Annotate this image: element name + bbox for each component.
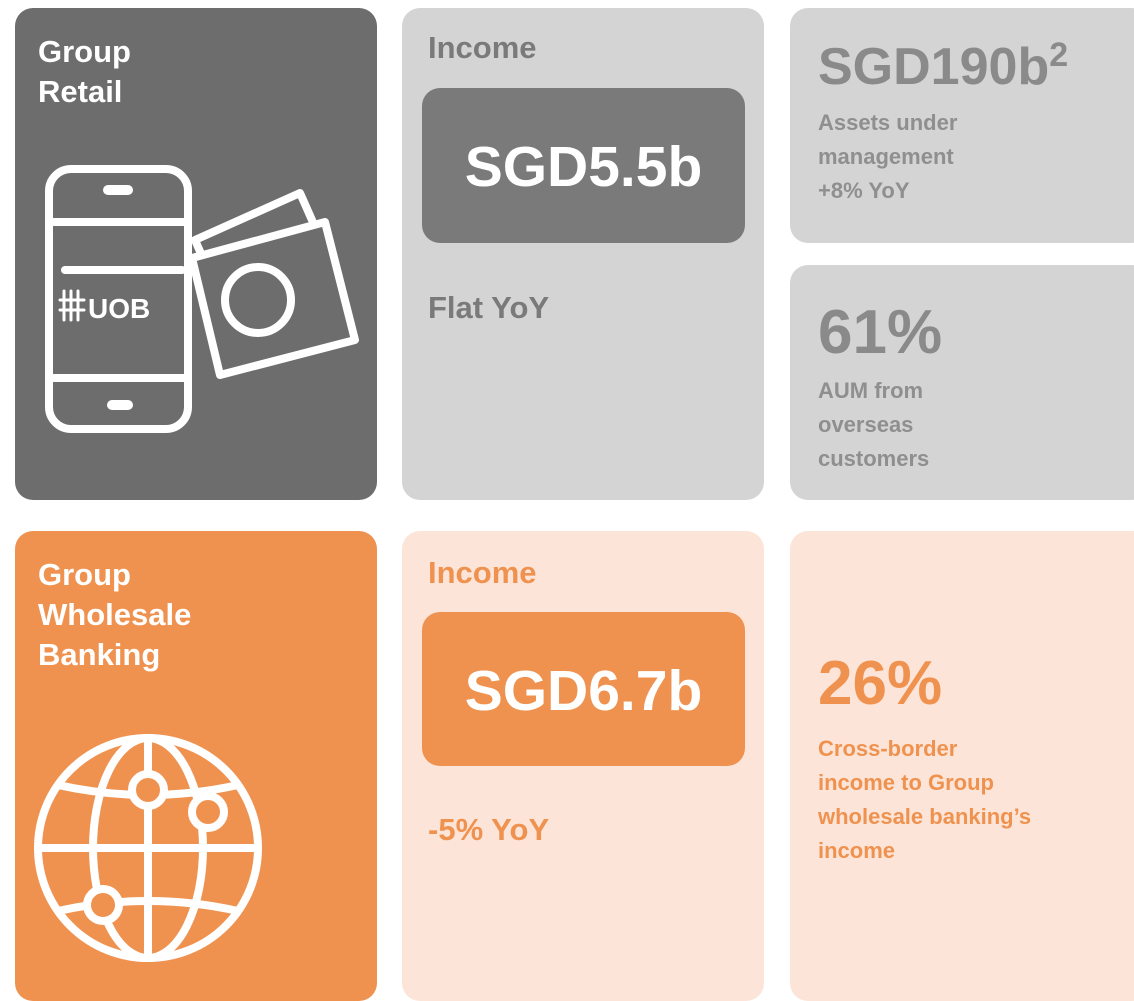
segment-title-line: Banking [38,637,161,672]
footnote: 2 [1049,36,1069,74]
stat-value: 26% [818,649,943,718]
retail-income-box [422,88,745,243]
income-value: SGD5.5b [464,135,703,199]
segment-title-line: Wholesale [38,597,192,632]
retail-stat-card [790,265,1134,500]
stat-text-line: overseas [818,412,914,437]
globe-icon [34,734,262,962]
stat-value: SGD190b2 [818,36,1069,96]
stat-text-line: income to Group [818,770,994,795]
wholesale-income-box [422,612,745,766]
income-label: Income [428,555,537,590]
segment-title: Group Retail [38,32,131,112]
income-change: -5% YoY [428,812,550,847]
stat-value: 61% [818,298,943,367]
income-label: Income [428,30,537,65]
logo: UOB [88,293,150,324]
retail-stat-card [790,8,1134,243]
stat-text: AUM from overseas customers [818,374,929,476]
wholesale-income-card [402,531,764,1001]
stat-text: Cross-border income to Group wholesale ban… [818,732,1031,868]
segment-title-line: Group [38,34,131,69]
segment-title-line: Group [38,557,131,592]
money-icon [188,189,359,379]
income-value: SGD6.7b [464,659,703,723]
income-change: Flat YoY [428,290,550,325]
stat-text-line: AUM from [818,378,924,403]
stat-text-line: income [818,838,896,863]
segment-title: Group Wholesale Banking [38,555,191,675]
wholesale-stat-card [790,531,1134,1001]
stat-text-line: +8% YoY [818,178,910,203]
phone-icon [45,165,192,433]
stat-text-line: Cross-border [818,736,958,761]
stat-text-line: customers [818,446,930,471]
stat-text-line: Assets under [818,110,958,135]
stat-text-line: management [818,144,954,169]
stat-text: Assets under management +8% YoY [818,106,957,208]
stat-text-line: wholesale banking’s [818,804,1032,829]
segment-title-line: Retail [38,74,123,109]
